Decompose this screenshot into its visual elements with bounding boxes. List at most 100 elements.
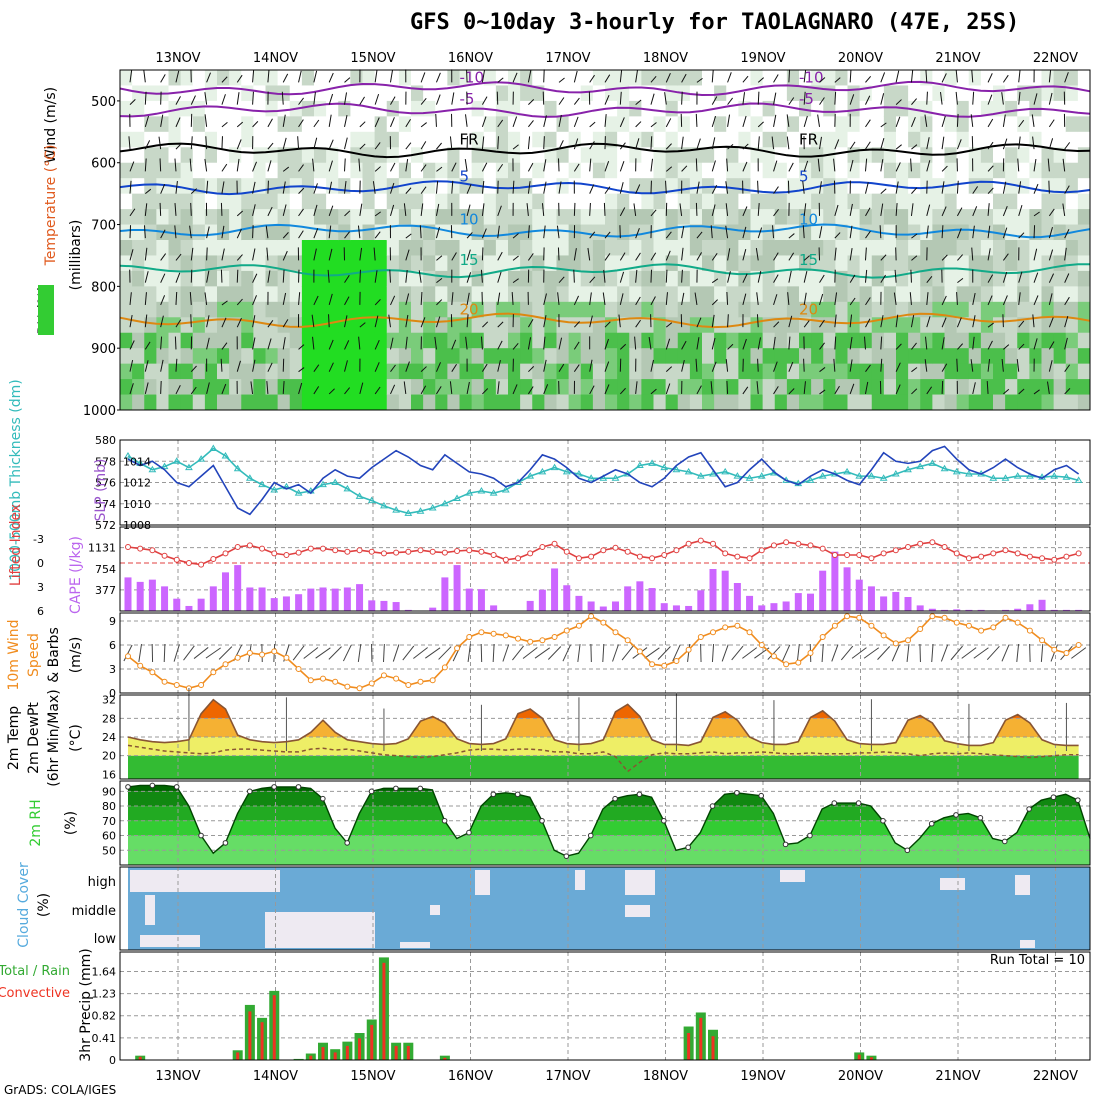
wind-barb [941, 380, 944, 394]
wind-barb [711, 137, 716, 150]
wind-barb [1018, 69, 1021, 83]
wind-barb [1046, 381, 1050, 395]
rh-shade-cell [908, 394, 921, 411]
rh-shade-cell [617, 332, 630, 349]
rh-shade-cell [592, 332, 606, 349]
rh-shade-cell [568, 270, 582, 287]
wind-barb [1002, 314, 1004, 328]
rh-shade-cell [156, 286, 169, 303]
rh-shade-cell [1017, 394, 1030, 411]
thickness-series-point [611, 474, 620, 481]
wind-barb [436, 299, 443, 306]
rh-shade-cell [447, 301, 460, 318]
wind-barb [359, 382, 364, 395]
wind-barb [344, 315, 348, 328]
wind-speed-series-point [905, 637, 911, 644]
rh-shade-cell [896, 317, 909, 334]
precip-ytick: 0.41 [92, 1032, 117, 1045]
wind-barb [390, 204, 395, 217]
rh-shade-cell [653, 240, 667, 256]
rh-shade-cell [738, 162, 751, 179]
rh-shade-cell [265, 301, 279, 318]
date-label-bottom: 21NOV [935, 1069, 980, 1084]
rh-shade-cell [847, 162, 861, 179]
rh-shade-cell [168, 193, 182, 210]
wind-barb [405, 142, 412, 150]
rh-shade-cell [253, 131, 266, 148]
rh-shade-cell [398, 286, 412, 303]
rh-shade-cell [120, 301, 133, 318]
rh-shade-cell [689, 301, 703, 318]
thickness-series-point [233, 464, 242, 472]
rh-shade-cell [217, 255, 230, 272]
wind-barb [957, 278, 964, 284]
isotherm-line [119, 312, 1091, 329]
rh-shade-cell [144, 394, 157, 411]
rh-shade-cell [956, 255, 970, 272]
rh-shade-cell [204, 332, 218, 349]
rh-shade-cell [398, 116, 412, 133]
wind-barb [573, 97, 580, 105]
cape-bar [636, 581, 644, 611]
rh-shade-cell [653, 348, 667, 365]
rh-shade-cell [495, 270, 509, 287]
wind-barb [1064, 72, 1069, 83]
rh-shade-cell [204, 131, 218, 148]
rh-shade-cell [435, 193, 448, 210]
precip-ytick: 1.64 [92, 965, 117, 978]
wind-barb [344, 115, 348, 127]
li-series-point [185, 560, 192, 566]
rh-shade-cell [1077, 193, 1091, 210]
rh-shade-cell [544, 379, 557, 396]
rh-shade-cell [495, 317, 509, 334]
wind-barb [313, 228, 319, 239]
wind-barb [144, 158, 147, 172]
precip-conv-bar [260, 1022, 264, 1060]
rh-shade-cell [689, 116, 703, 133]
wind-barb [972, 206, 978, 217]
wind-speed-series-point [819, 634, 826, 640]
wind-speed-series-point [149, 669, 156, 676]
rh-shade-cell [677, 162, 691, 179]
rh-shade-cell [241, 240, 254, 256]
rh-shade-cell [471, 379, 485, 396]
thickness-series-point [855, 472, 864, 479]
wind-barb [1001, 358, 1004, 372]
wind-barb [405, 314, 409, 328]
rh-shade-cell [883, 85, 897, 102]
thickness-ytick: 578 [95, 455, 116, 468]
rh-shade-cell [605, 255, 618, 272]
wind-barb [374, 93, 380, 105]
rh-shade-cell [714, 270, 727, 287]
wind-barb [389, 337, 394, 350]
wind-barb [144, 341, 151, 350]
wind-barb [175, 70, 180, 83]
wind-barb [864, 269, 868, 283]
rh-point [368, 788, 375, 795]
wind-barb [895, 162, 901, 172]
li-series-point [783, 539, 790, 546]
wind-barb [436, 278, 443, 284]
wind-barb [328, 93, 334, 105]
rh-shade-cell [726, 70, 739, 86]
wind-barb [189, 158, 192, 172]
wind-barb [665, 180, 667, 194]
rh-point [1026, 806, 1032, 812]
rh-shade-cell [702, 162, 715, 179]
wind-barb [1018, 181, 1022, 194]
rh-shade-cell [508, 147, 521, 164]
rh-shade-cell [568, 286, 582, 303]
wind-barb [987, 141, 994, 150]
wind-barb [481, 228, 487, 239]
rh-shade-cell [859, 255, 873, 272]
wind-barb [143, 69, 146, 83]
rh-shade-cell [120, 240, 133, 256]
rh-shade-cell [386, 70, 400, 86]
rh-shade-cell [883, 379, 897, 396]
rh-shade-cell [677, 332, 691, 349]
rh-shade-cell [726, 379, 739, 396]
cape-bar [1062, 609, 1070, 611]
rh-shade-cell [423, 348, 436, 365]
rh-shade-cell [883, 131, 897, 148]
rh-shade-cell [204, 255, 218, 272]
